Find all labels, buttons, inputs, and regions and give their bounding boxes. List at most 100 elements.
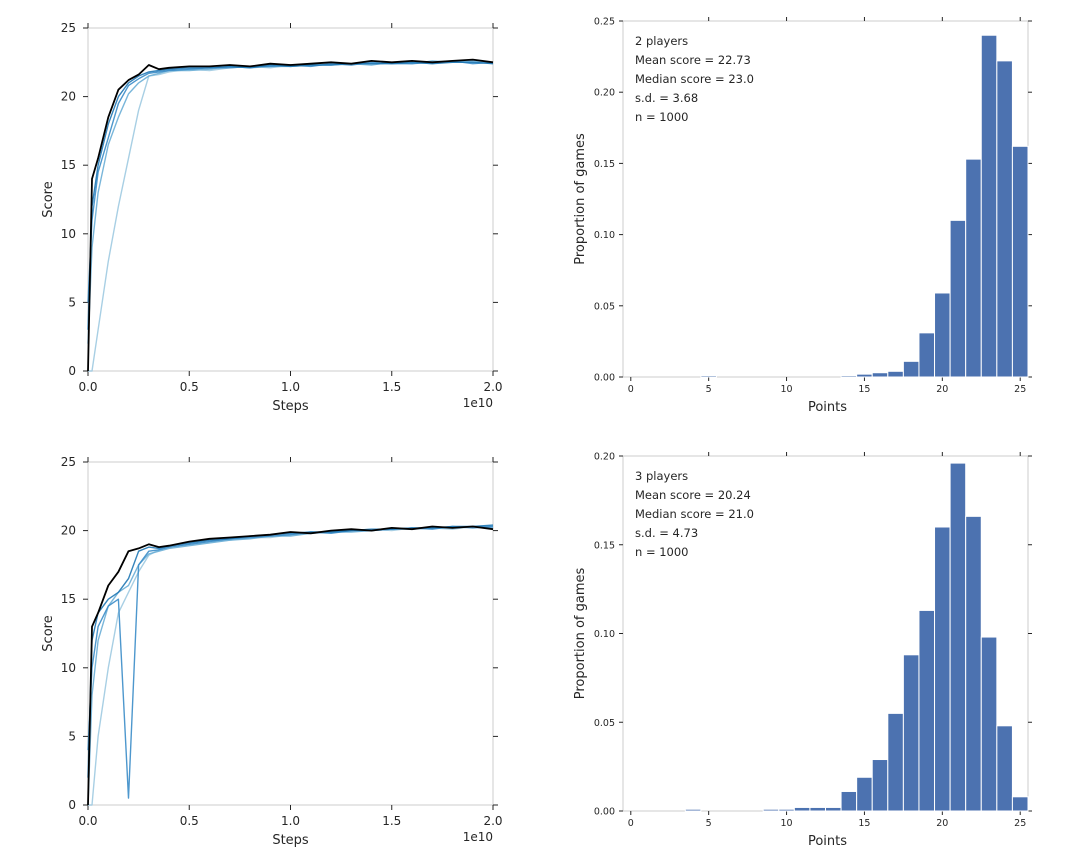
x-tick-label: 0.5 (180, 814, 199, 828)
chart-panel-4: 0 5 10 15 20 25 0.00 0.05 0.10 0.15 0.20 3 players M… (573, 452, 1032, 849)
y-tick-label: 0.15 (594, 159, 615, 170)
x-tick-label: 15 (858, 384, 870, 395)
x-axis-label: Steps (272, 399, 309, 414)
x-tick-label: 15 (858, 818, 870, 829)
series-line-4 (88, 60, 493, 372)
chart-panel-3: 0.0 0.5 1.0 1.5 2.0 0 5 10 15 20 25 Steps 1e10 Score (41, 455, 503, 848)
y-tick-label: 0.20 (594, 452, 615, 463)
y-tick-label: 25 (61, 455, 76, 469)
histogram-bar (1011, 796, 1029, 812)
x-tick-label: 0 (628, 384, 634, 395)
histogram-bar (762, 808, 780, 812)
plot-frame (87, 27, 494, 372)
histogram-bar (840, 375, 858, 378)
histogram-bar (809, 806, 827, 812)
histogram-bar (778, 808, 795, 812)
y-tick-label: 15 (61, 158, 76, 172)
histogram-bar (949, 219, 967, 378)
histogram-bar (902, 654, 920, 812)
y-tick-label: 0 (68, 798, 76, 812)
histogram-bar (856, 373, 873, 378)
x-tick-label: 10 (781, 384, 793, 395)
histogram-bar (996, 725, 1013, 812)
stat-annotation: n = 1000 (635, 545, 689, 559)
histogram-bar (965, 158, 982, 378)
x-tick-label: 1.5 (382, 814, 401, 828)
histogram-bar (700, 375, 717, 378)
y-tick-label: 0.10 (594, 230, 615, 241)
y-tick-label: 0.20 (594, 88, 615, 99)
y-tick-label: 25 (61, 21, 76, 35)
x-tick-label: 0.0 (78, 814, 97, 828)
y-tick-label: 20 (61, 90, 76, 104)
x-tick-label: 25 (1014, 384, 1026, 395)
histogram-bar (887, 712, 904, 812)
x-tick-label: 20 (936, 384, 948, 395)
histogram-bar (902, 360, 920, 378)
y-tick-label: 0.10 (594, 629, 615, 640)
series-line-3 (87, 60, 494, 344)
series-line-2 (87, 60, 494, 303)
y-axis-label: Proportion of games (573, 133, 588, 265)
x-tick-label: 2.0 (483, 814, 502, 828)
histogram-bar (980, 34, 998, 378)
histogram-bar (887, 370, 904, 378)
y-tick-label: 10 (61, 227, 76, 241)
x-tick-label: 2.0 (483, 380, 502, 394)
y-tick-label: 0.00 (594, 807, 615, 818)
histogram-bar (684, 808, 702, 812)
x-tick-label: 10 (781, 818, 793, 829)
histogram-bar (949, 462, 967, 812)
histogram-bar (965, 515, 982, 812)
x-multiplier-label: 1e10 (463, 830, 493, 844)
histogram-bar (934, 292, 951, 378)
histogram-bar (1011, 145, 1029, 378)
x-tick-label: 20 (936, 818, 948, 829)
series-line-0 (87, 525, 494, 806)
stat-annotation: Median score = 23.0 (635, 72, 754, 86)
y-tick-label: 5 (68, 295, 76, 309)
stat-annotation: s.d. = 3.68 (635, 91, 698, 105)
stat-annotation: 3 players (635, 469, 688, 483)
y-tick-label: 0.25 (594, 17, 615, 28)
y-axis-label: Score (41, 181, 56, 217)
histogram-bar (793, 806, 811, 812)
histogram-bar (934, 526, 951, 812)
histogram-bar (980, 636, 998, 812)
x-multiplier-label: 1e10 (463, 396, 493, 410)
series-line-4 (88, 525, 493, 806)
y-tick-label: 0 (68, 364, 76, 378)
series-line-1 (87, 524, 494, 778)
histogram-bar (856, 776, 873, 812)
histogram-bar (871, 372, 889, 378)
x-tick-label: 1.0 (281, 814, 300, 828)
chart-panel-1: 0.0 0.5 1.0 1.5 2.0 0 5 10 15 20 25 Steps 1e10 Score (41, 21, 503, 414)
histogram-bar (918, 609, 936, 812)
y-tick-label: 0.05 (594, 301, 615, 312)
y-tick-label: 0.00 (594, 373, 615, 384)
series-line-0 (87, 58, 494, 372)
stat-annotation: Mean score = 20.24 (635, 488, 751, 502)
stat-annotation: n = 1000 (635, 110, 689, 124)
x-axis-label: Points (808, 400, 847, 415)
y-axis-label: Proportion of games (573, 568, 588, 700)
x-axis-label: Points (808, 834, 847, 849)
chart-panel-2: 0 5 10 15 20 25 0.00 0.05 0.10 0.15 0.20 0.25 2 play… (573, 17, 1032, 415)
y-tick-label: 5 (68, 729, 76, 743)
y-tick-label: 0.15 (594, 540, 615, 551)
series-line-2 (87, 525, 494, 799)
x-tick-label: 5 (706, 818, 712, 829)
y-tick-label: 0.05 (594, 718, 615, 729)
x-tick-label: 5 (706, 384, 712, 395)
x-tick-label: 0.5 (180, 380, 199, 394)
series-line-3 (87, 525, 494, 806)
x-axis-label: Steps (272, 833, 309, 848)
y-tick-label: 10 (61, 661, 76, 675)
x-tick-label: 1.5 (382, 380, 401, 394)
histogram-bar (918, 332, 936, 378)
plot-frame (87, 461, 494, 806)
histogram-bar (825, 806, 842, 812)
y-tick-label: 15 (61, 592, 76, 606)
y-tick-label: 20 (61, 524, 76, 538)
